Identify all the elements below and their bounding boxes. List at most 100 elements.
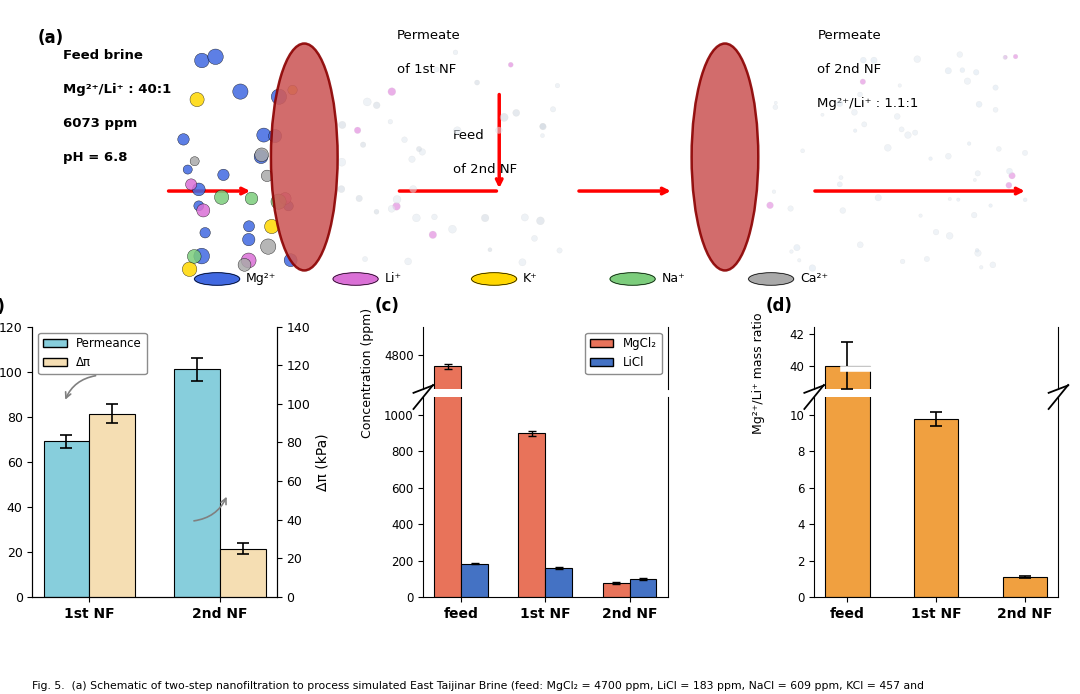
Point xyxy=(832,179,849,190)
Point xyxy=(941,194,958,205)
Point xyxy=(241,221,258,232)
Point xyxy=(354,139,372,151)
Bar xyxy=(825,366,869,694)
Point xyxy=(891,80,908,91)
Text: K⁺: K⁺ xyxy=(523,273,538,285)
Text: (c): (c) xyxy=(375,298,400,315)
Point xyxy=(356,253,374,264)
Point xyxy=(908,53,926,65)
Point xyxy=(973,262,990,273)
Point xyxy=(791,255,808,266)
Point xyxy=(396,134,414,145)
Point xyxy=(767,97,784,108)
Y-axis label: Δπ (kPa): Δπ (kPa) xyxy=(315,433,329,491)
Point xyxy=(834,205,851,216)
Point xyxy=(243,193,260,204)
Point xyxy=(966,210,983,221)
Circle shape xyxy=(472,273,516,285)
Point xyxy=(782,203,799,214)
Point xyxy=(949,194,967,205)
Point xyxy=(190,184,207,195)
Point xyxy=(941,230,958,242)
Ellipse shape xyxy=(271,44,338,271)
Point xyxy=(544,104,562,115)
Text: Mg²⁺/Li⁺ : 1.1:1: Mg²⁺/Li⁺ : 1.1:1 xyxy=(818,97,919,110)
Text: of 2nd NF: of 2nd NF xyxy=(454,162,517,176)
Point xyxy=(814,109,832,120)
Text: Ca²⁺: Ca²⁺ xyxy=(800,273,828,285)
Point xyxy=(1016,194,1034,205)
Bar xyxy=(220,548,266,597)
Text: (b): (b) xyxy=(0,298,5,316)
Point xyxy=(267,130,284,142)
Text: Fig. 5.  (a) Schematic of two-step nanofiltration to process simulated East Taij: Fig. 5. (a) Schematic of two-step nanofi… xyxy=(32,681,924,691)
Point xyxy=(408,212,426,223)
Point xyxy=(414,146,431,158)
Point xyxy=(894,256,912,267)
Point xyxy=(410,144,428,155)
Point xyxy=(940,65,957,76)
Point xyxy=(444,223,461,235)
Point xyxy=(253,149,270,160)
Point xyxy=(526,233,543,244)
Point xyxy=(179,164,197,175)
Point xyxy=(403,153,420,164)
Point xyxy=(852,239,869,251)
Text: Mg²⁺: Mg²⁺ xyxy=(246,273,276,285)
Point xyxy=(984,260,1001,271)
Point xyxy=(893,124,910,135)
Point xyxy=(447,46,464,58)
Point xyxy=(188,94,205,105)
Point xyxy=(276,193,294,204)
Point xyxy=(766,186,783,197)
Text: Li⁺: Li⁺ xyxy=(384,273,402,285)
Point xyxy=(270,196,287,208)
Point xyxy=(215,169,232,180)
Point xyxy=(264,221,281,232)
Point xyxy=(388,201,405,212)
Point xyxy=(284,85,301,96)
Point xyxy=(193,55,211,66)
Point xyxy=(175,134,192,145)
Text: (a): (a) xyxy=(38,29,64,47)
Point xyxy=(333,183,350,194)
Point xyxy=(535,121,552,133)
Point xyxy=(804,262,821,273)
Point xyxy=(508,108,525,119)
Point xyxy=(235,260,253,271)
Bar xyxy=(434,366,461,694)
Point xyxy=(514,257,531,268)
Bar xyxy=(545,568,572,597)
Point xyxy=(954,65,971,76)
Point xyxy=(767,101,784,112)
Point xyxy=(531,215,549,226)
Point xyxy=(1007,51,1024,62)
Point xyxy=(469,77,486,88)
Point xyxy=(426,212,443,223)
Point xyxy=(854,55,872,66)
Point xyxy=(918,253,935,264)
Bar xyxy=(825,0,869,597)
Point xyxy=(1003,170,1021,181)
Point xyxy=(1001,166,1018,177)
Point xyxy=(255,130,272,141)
Point xyxy=(969,245,986,256)
Point xyxy=(846,107,863,118)
Point xyxy=(783,246,800,257)
Point xyxy=(349,125,366,136)
Point xyxy=(987,82,1004,93)
Text: (d): (d) xyxy=(766,298,792,315)
Point xyxy=(788,242,806,253)
Bar xyxy=(630,579,657,597)
Text: Mg²⁺/Li⁺ : 40:1: Mg²⁺/Li⁺ : 40:1 xyxy=(63,83,172,96)
Point xyxy=(940,151,957,162)
Point xyxy=(258,170,275,181)
Point xyxy=(389,194,406,205)
Point xyxy=(482,244,499,255)
Point xyxy=(971,99,988,110)
Circle shape xyxy=(748,273,794,285)
Point xyxy=(906,127,923,138)
Point xyxy=(996,52,1013,63)
Point xyxy=(240,255,257,266)
Text: Permeate: Permeate xyxy=(818,29,881,42)
